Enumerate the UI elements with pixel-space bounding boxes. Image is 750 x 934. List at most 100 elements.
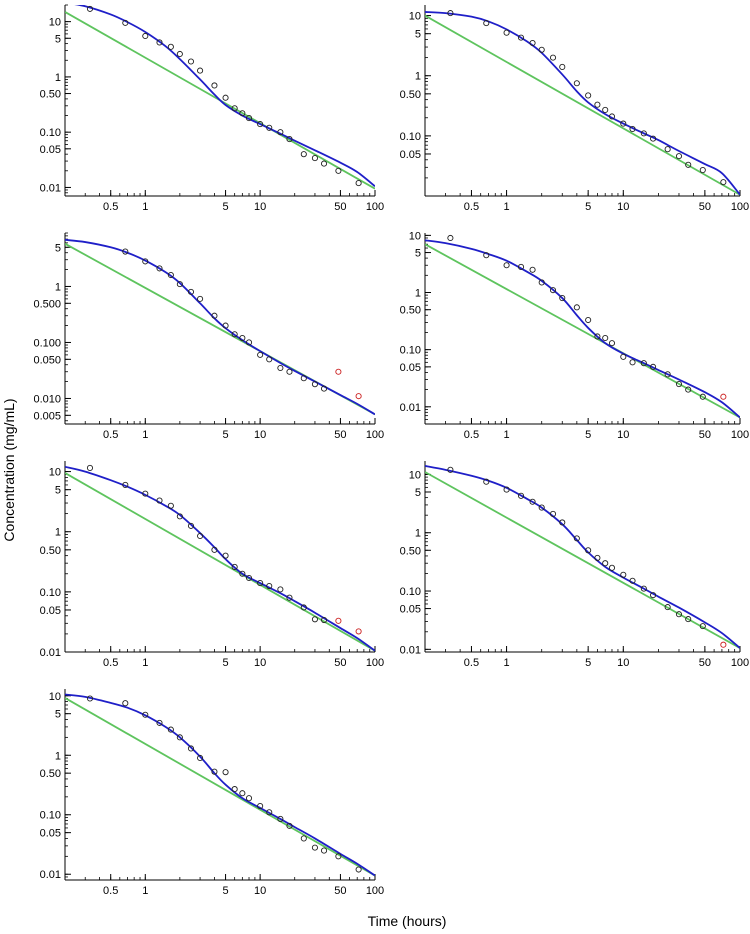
observed-point [286,822,293,829]
y-tick-label: 0.100 [33,337,61,349]
observed-point [311,155,318,162]
observed-point [629,577,636,584]
observed-point [167,726,174,733]
observed-point [311,844,318,851]
observed-point [86,464,94,471]
plot-area [65,693,375,877]
observed-point [197,67,204,74]
y-tick-label: 0.05 [400,604,421,616]
observed-point [608,564,616,571]
observed-point [664,604,671,611]
observed-point [594,101,601,108]
observed-point [483,20,490,27]
observed-point [608,340,616,347]
observed-point [222,769,229,776]
observed-point [300,375,307,382]
observed-point [211,312,218,319]
y-tick-label: 0.10 [400,131,421,143]
observed-point [559,63,566,70]
observed-point [231,331,238,338]
x-tick-label: 10 [254,885,266,897]
observed-point [277,815,284,822]
y-tick-label: 0.10 [40,587,61,599]
observed-point [222,322,229,329]
observed-point [559,294,566,302]
panel-3: 0.5 1 5 10 50 100 0.005 0.010 0.050 0.100 0.500 1 5 [33,232,384,441]
y-tick-label: 0.50 [400,89,421,101]
observed-point [602,334,609,342]
y-tick-label: 0.01 [400,644,421,656]
y-tick-label: 0.10 [400,345,421,357]
y-tick-label: 10 [49,17,61,29]
x-tick-label: 10 [254,201,266,213]
observed-point [239,110,246,117]
x-tick-label: 5 [585,201,591,213]
observed-point [222,94,229,101]
observed-point [320,847,328,854]
observed-point [156,497,163,504]
y-tick-label: 5 [415,487,421,499]
observed-point [620,571,627,578]
observed-point [122,700,129,707]
observed-point [286,368,293,375]
observed-point [517,492,525,499]
y-tick-label: 0.10 [400,586,421,598]
observed-point [675,381,683,388]
observed-point [142,258,149,265]
observed-point [538,504,545,511]
observed-point [311,616,318,623]
terminal-line [425,14,740,196]
terminal-line [65,472,375,652]
observed-point [176,281,183,288]
observed-point [176,50,183,58]
y-tick-label: 10 [409,11,421,23]
observed-point [122,19,129,26]
observed-point [573,535,580,542]
observed-point [142,32,149,40]
x-tick-label: 50 [334,885,346,897]
observed-point [517,263,525,271]
observed-point [245,339,253,346]
observed-point [503,486,510,493]
observed-point [257,351,264,358]
x-tick-label: 50 [334,657,346,669]
y-tick-label: 0.10 [40,810,61,822]
observed-point [257,121,264,128]
observed-point [142,711,149,718]
observed-point [699,623,706,630]
observed-point [277,364,284,372]
y-tick-label: 0.50 [40,768,61,780]
outlier-point [355,628,362,635]
observed-point [538,279,545,286]
y-tick-label: 5 [55,709,61,721]
observed-point [585,316,592,324]
observed-point [211,768,218,775]
observed-point [187,522,195,529]
observed-point [335,853,342,860]
x-tick-label: 50 [699,429,711,441]
x-tick-label: 5 [223,885,229,897]
observed-point [239,790,246,797]
observed-point [650,363,657,370]
y-tick-label: 0.01 [40,869,61,881]
observed-point [335,167,342,174]
y-tick-label: 1 [415,528,421,540]
observed-point [549,54,557,61]
observed-point [231,105,238,112]
observed-point [720,179,727,186]
observed-point [699,393,706,400]
plot-area [425,465,740,649]
observed-point [176,734,183,741]
terminal-line [425,471,740,649]
observed-point [640,360,647,367]
x-tick-label: 5 [223,429,229,441]
y-axis-title: Concentration (mg/mL) [1,398,17,541]
panel-6: 0.5 1 5 10 50 100 0.01 0.05 0.10 0.50 1 5 10 [400,461,749,669]
y-tick-label: 0.01 [40,182,61,194]
observed-point [650,592,657,599]
observed-point [675,153,683,160]
x-tick-label: 100 [731,201,749,213]
y-tick-label: 1 [415,71,421,83]
x-tick-label: 5 [585,429,591,441]
